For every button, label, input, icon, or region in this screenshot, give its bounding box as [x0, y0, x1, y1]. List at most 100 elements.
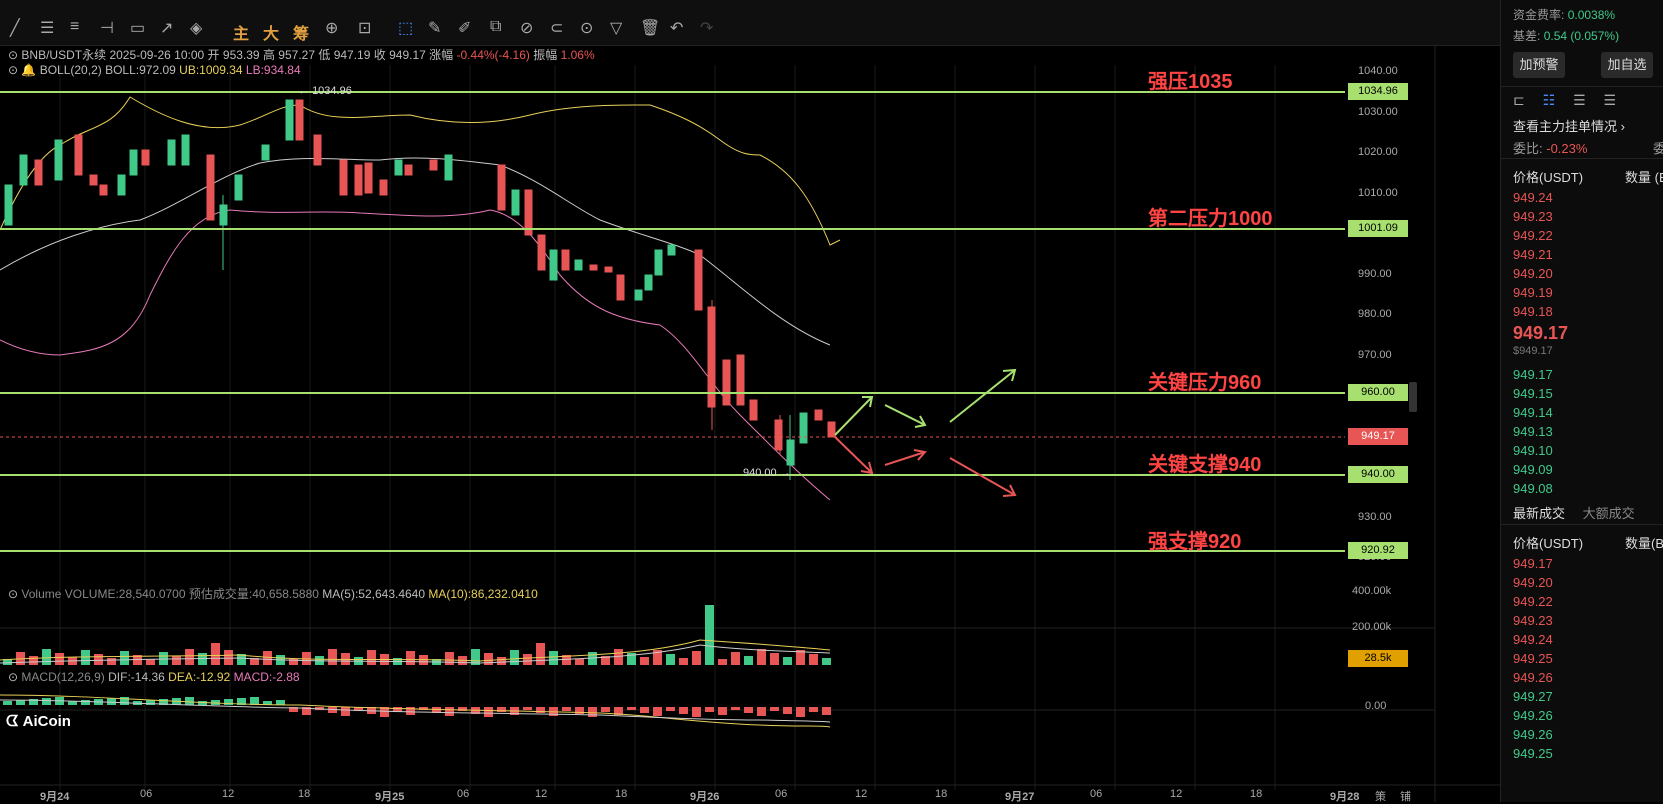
boll-lb: LB:934.84	[245, 63, 301, 77]
low-value: 947.19	[333, 48, 371, 62]
macd-bar	[705, 707, 714, 712]
volume-bar	[471, 649, 480, 665]
price-chart[interactable]	[0, 45, 1500, 802]
arrow-tool-icon[interactable]: ↗	[160, 20, 174, 37]
add-alert-button[interactable]: 加预警	[1513, 52, 1565, 78]
ask-row[interactable]: 949.21	[1513, 247, 1553, 262]
bid-row[interactable]: 949.13	[1513, 424, 1553, 439]
low-marker: 940.00 →	[743, 467, 791, 479]
ask-row[interactable]: 949.24	[1513, 190, 1553, 205]
panel-collapse-handle[interactable]	[1409, 382, 1417, 412]
volume-bar	[3, 659, 12, 665]
resistance-960-label[interactable]: 关键压力960	[1148, 372, 1262, 394]
brush-tool-icon[interactable]: ✐	[458, 20, 472, 37]
macd-bar	[159, 699, 168, 705]
boll-mid: BOLL:972.09	[105, 63, 176, 77]
cursor-icon[interactable]: ╱	[10, 20, 20, 37]
eye-icon[interactable]: ⊙	[8, 670, 19, 684]
chart-area[interactable]: ⊙ BNB/USDT永续 2025-09-26 10:00 开 953.39 高…	[0, 45, 1500, 803]
tab-large-trades[interactable]: 大额成交	[1582, 506, 1635, 521]
high-marker-value: 1034.96	[312, 85, 352, 97]
ask-row[interactable]: 949.19	[1513, 285, 1553, 300]
support-920-label[interactable]: 强支撑920	[1148, 531, 1242, 553]
bid-row[interactable]: 949.14	[1513, 405, 1553, 420]
orderbook-link-label[interactable]: 查看主力挂单情况	[1513, 119, 1618, 134]
settings-icon[interactable]: ⊙	[8, 48, 19, 62]
layout-split-icon[interactable]: ☷	[1542, 92, 1556, 108]
basis-row: 基差: 0.54 (0.057%)	[1513, 27, 1619, 44]
eye-icon[interactable]: ⊙	[8, 63, 19, 77]
resistance-1035-label[interactable]: 强压1035	[1148, 71, 1233, 93]
price-tag-1001: 1001.09	[1348, 220, 1408, 237]
tab-latest-trades[interactable]: 最新成交	[1513, 506, 1566, 521]
orderbook-header: 价格(USDT) 数量 (B	[1513, 167, 1663, 186]
eye-icon[interactable]: ⊙	[8, 587, 19, 601]
macd-bar	[575, 707, 584, 714]
alert-tool-icon[interactable]: ◈	[190, 20, 203, 37]
big-order-button[interactable]: 大	[263, 26, 280, 43]
rect-tool-icon[interactable]: ▭	[130, 20, 146, 37]
bid-row[interactable]: 949.09	[1513, 462, 1553, 477]
volume-bar	[198, 653, 207, 665]
last-price-usd: $949.17	[1513, 345, 1553, 357]
layout-both-icon[interactable]: ⊏	[1513, 92, 1525, 108]
macd-bar	[380, 707, 389, 717]
ask-row[interactable]: 949.23	[1513, 209, 1553, 224]
main-indicator-button[interactable]: 主	[233, 26, 250, 43]
ask-row[interactable]: 949.18	[1513, 304, 1553, 319]
orderbook-link[interactable]: 查看主力挂单情况 ›	[1513, 116, 1625, 135]
time-axis-tick: 06	[1090, 788, 1103, 800]
volume-bar	[627, 653, 636, 665]
add-favorite-button[interactable]: 加自选	[1601, 52, 1653, 78]
macd-axis-zero: 0.00	[1365, 700, 1387, 712]
magnet-tool-icon[interactable]: ⊂	[550, 20, 564, 37]
undo-icon[interactable]: ↶	[670, 20, 684, 37]
pen-tool-icon[interactable]: ✎	[428, 20, 442, 37]
macd-legend: ⊙ MACD(12,26,9) DIF:-14.36 DEA:-12.92 MA…	[8, 670, 300, 684]
basis-label: 基差:	[1513, 29, 1541, 43]
layout-bids-icon[interactable]: ☰	[1603, 92, 1617, 108]
resistance-1000-label[interactable]: 第二压力1000	[1148, 208, 1273, 230]
copy-tool-icon[interactable]: ⧉	[490, 18, 502, 35]
trade-row: 949.24	[1513, 632, 1553, 647]
trade-row: 949.25	[1513, 746, 1553, 761]
bid-row[interactable]: 949.15	[1513, 386, 1553, 401]
filter-icon[interactable]: ▽	[610, 20, 623, 37]
macd-dea: DEA:-12.92	[168, 670, 231, 684]
compare-icon[interactable]: ⊕	[325, 20, 339, 37]
volume-bar	[822, 658, 831, 665]
macd-bar	[120, 697, 129, 705]
redo-icon[interactable]: ↷	[700, 20, 714, 37]
ask-row[interactable]: 949.22	[1513, 228, 1553, 243]
volume-bar	[705, 605, 714, 665]
support-940-label[interactable]: 关键支撑940	[1148, 454, 1262, 476]
macd-bar	[679, 707, 688, 714]
delete-icon[interactable]: 🗑	[640, 20, 661, 37]
macd-bar	[731, 707, 740, 710]
chip-button[interactable]: 筹	[293, 26, 310, 43]
lock-tool-icon[interactable]: ⊘	[520, 20, 534, 37]
macd-bar	[68, 701, 77, 705]
parallel-tool-icon[interactable]: ≡	[70, 18, 80, 35]
ray-tool-icon[interactable]: ⊣	[100, 20, 114, 37]
drawing-mode-icon[interactable]: ⊡	[358, 20, 372, 37]
funding-row: 资金费率: 0.0038%	[1513, 6, 1615, 23]
macd-bar	[250, 697, 259, 705]
eye-tool-icon[interactable]: ⊙	[580, 20, 594, 37]
bid-row[interactable]: 949.08	[1513, 481, 1553, 496]
select-tool-icon[interactable]: ⬚	[398, 20, 414, 37]
bid-row[interactable]: 949.10	[1513, 443, 1553, 458]
volume-estimate: 预估成交量:40,658.5880	[188, 587, 319, 601]
layout-asks-icon[interactable]: ☰	[1573, 92, 1586, 108]
bell-icon[interactable]: 🔔	[21, 63, 37, 77]
price-axis-tick: 980.00	[1358, 308, 1392, 320]
bid-row[interactable]: 949.17	[1513, 367, 1553, 382]
volume-bar	[185, 649, 194, 665]
macd-bar	[263, 701, 272, 705]
datetime-label: 2025-09-26 10:00	[109, 48, 205, 62]
ratio-row: 委比: -0.23% 委	[1513, 138, 1663, 157]
hline-tool-icon[interactable]: ☰	[40, 20, 55, 37]
macd-bar	[484, 707, 493, 717]
ask-row[interactable]: 949.20	[1513, 266, 1553, 281]
trade-row: 949.17	[1513, 556, 1553, 571]
